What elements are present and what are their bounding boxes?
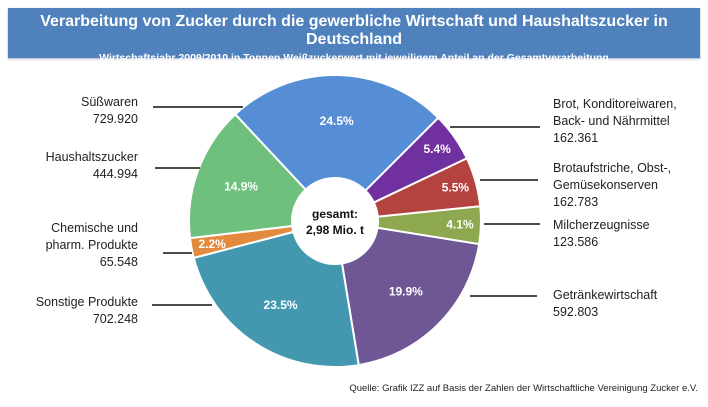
slice-label: Chemische und pharm. Produkte 65.548 <box>46 220 138 271</box>
slice-label: Sonstige Produkte 702.248 <box>36 294 138 328</box>
slice-label: Brotaufstriche, Obst-, Gemüsekonserven 162… <box>553 160 671 211</box>
slice-percent-label: 14.9% <box>224 180 258 194</box>
slice-value: 702.248 <box>92 312 138 326</box>
center-label-line: 2,98 Mio. t <box>305 223 364 237</box>
slice <box>188 112 308 240</box>
slice-name: Süßwaren <box>81 95 138 109</box>
slice-name: Brot, Konditoreiwaren, <box>553 97 677 111</box>
slice-name: Brotaufstriche, Obst-, <box>553 161 672 175</box>
slice-percent-label: 5.5% <box>442 180 470 194</box>
slice <box>192 230 360 368</box>
slice <box>340 226 481 367</box>
slice-value: 123.586 <box>553 235 599 249</box>
source-note: Quelle: Grafik IZZ auf Basis der Zahlen … <box>349 383 698 394</box>
slice-label: Brot, Konditoreiwaren, Back- und Nährmitt… <box>553 96 677 147</box>
slice-value: 444.994 <box>92 167 138 181</box>
slice-name: Back- und Nährmittel <box>553 114 670 128</box>
slice-percent-label: 5.4% <box>423 142 451 156</box>
slice-name: Chemische und <box>51 221 138 235</box>
slice-name: Haushaltszucker <box>45 150 138 164</box>
slice-name: Sonstige Produkte <box>35 295 138 309</box>
center-label-line: gesamt: <box>311 207 358 221</box>
slice-label: Milcherzeugnisse 123.586 <box>553 217 650 251</box>
slice-value: 592.803 <box>553 305 599 319</box>
slice-percent-label: 2.2% <box>198 237 226 251</box>
slice-name: pharm. Produkte <box>45 238 138 252</box>
slice-name: Milcherzeugnisse <box>553 218 650 232</box>
slice-label: Getränkewirtschaft 592.803 <box>553 287 657 321</box>
chart-title: Verarbeitung von Zucker durch die gewerb… <box>40 13 668 48</box>
center-label: gesamt: 2,98 Mio. t <box>285 206 385 238</box>
chart-subtitle: Wirtschaftsjahr 2009/2010 in Tonnen Weiß… <box>99 52 609 64</box>
slice-value: 65.548 <box>99 255 138 269</box>
title-bar: Verarbeitung von Zucker durch die gewerb… <box>8 8 700 64</box>
slice-name: Gemüsekonserven <box>553 178 658 192</box>
donut-hole <box>293 179 377 263</box>
slice-percent-label: 23.5% <box>264 298 298 312</box>
slice-label: Haushaltszucker 444.994 <box>46 149 138 183</box>
slice-value: 162.361 <box>553 131 599 145</box>
slice-label: Süßwaren 729.920 <box>81 94 138 128</box>
slice-percent-label: 19.9% <box>389 285 423 299</box>
slice-percent-label: 24.5% <box>320 114 354 128</box>
slice-name: Getränkewirtschaft <box>553 288 658 302</box>
slice-value: 162.783 <box>553 195 599 209</box>
slice-value: 729.920 <box>92 112 138 126</box>
slice-percent-label: 4.1% <box>446 218 474 232</box>
slice <box>233 74 440 193</box>
